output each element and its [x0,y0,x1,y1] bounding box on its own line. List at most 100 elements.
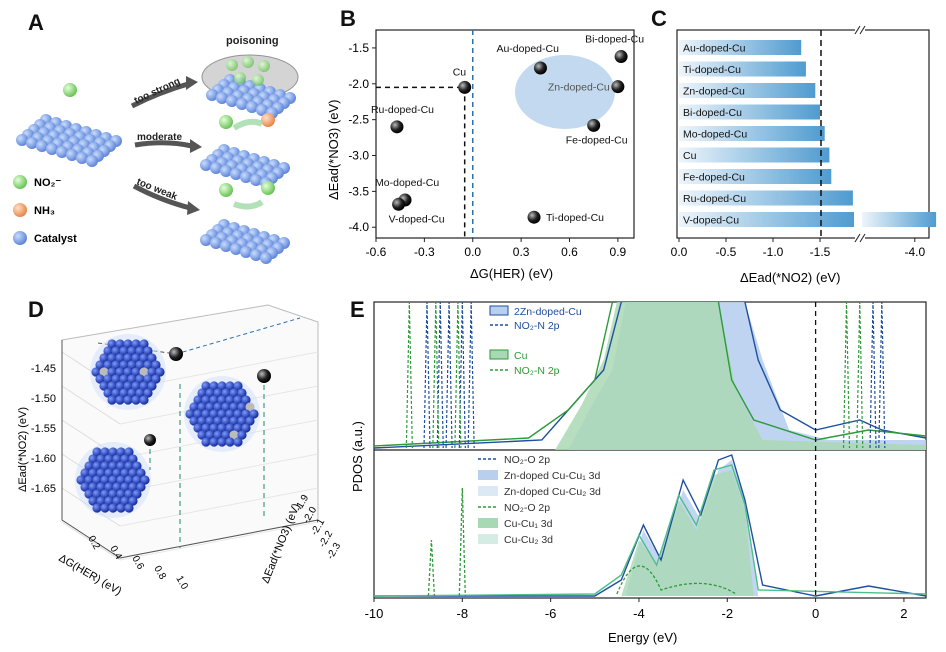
x-tick-label: -0.5 [716,245,737,259]
scatter-point [458,80,472,94]
cu-atom [111,360,121,370]
cu-atom [128,468,138,478]
zn-3d-line [374,454,927,597]
arrowhead-icon [186,76,198,90]
cu-atom [95,374,105,384]
cu-atom [108,489,118,499]
cu-atom [111,374,121,384]
cu-atom [136,482,146,492]
cu-atom [92,489,102,499]
cu-atom [96,454,106,464]
x-tick-label: -8 [457,606,469,621]
cu-atom [111,346,121,356]
legend-label: NO₂-O 2p [504,454,550,466]
cu-atom [147,381,157,391]
cu-band-fill [555,302,926,450]
point-label: Ti-doped-Cu [546,212,604,224]
legend-nh3-icon [13,203,27,217]
cu-atom [116,447,126,457]
cu-atom [143,360,153,370]
panel-d-chart: -1.45-1.50-1.55-1.60-1.650.20.40.60.81.0… [17,304,343,598]
cu-atom [209,437,219,447]
cu-atom [108,503,118,513]
cu-atom [143,388,153,398]
cu-atom [107,367,117,377]
cu-atom [209,423,219,433]
cu-atom [131,339,141,349]
cu-atom [205,388,215,398]
n2p-peak [869,301,877,449]
cu-atom [107,353,117,363]
cu-atom [112,482,122,492]
cu-atom [217,395,227,405]
cu-atom [139,381,149,391]
bar-label: Fe-doped-Cu [683,172,745,184]
catalyst-atom [220,165,232,177]
catalyst-atom [46,143,58,155]
x-tick-label: 0 [812,606,819,621]
cu-atom [103,346,113,356]
bottom-pdos [373,454,927,597]
legend-label: NO₂-N 2p [514,365,560,377]
cu-atom [209,409,219,419]
cu-atom [205,402,215,412]
cu-atom [103,388,113,398]
x-tick-label: -0.3 [414,245,435,259]
legend-no2-label: NO₂⁻ [34,177,61,189]
cu-atom [189,402,199,412]
data-point [169,347,183,361]
grid-line [119,521,319,561]
cu-atom [84,461,94,471]
point-label: Mo-doped-Cu [375,177,439,189]
n2p-peak [856,301,864,449]
catalyst-atom [86,155,98,167]
x-tick-label: -1.0 [763,245,784,259]
cu-atom [197,416,207,426]
y-tick-label: -3.5 [348,184,369,198]
catalyst-atom [240,246,252,258]
cu-atom [84,475,94,485]
cu-atom [124,461,134,471]
cu-atom [127,388,137,398]
no2-atom [219,115,233,129]
n2p-peak [405,301,413,449]
y-axis-label: PDOS (a.u.) [350,421,365,492]
cu-atom [225,395,235,405]
catalyst-atom [210,237,222,249]
cu-atom [233,395,243,405]
catalyst-atom [250,174,262,186]
cu-atom [99,381,109,391]
cu-atom [213,416,223,426]
cu-atom [107,339,117,349]
cu-atom [108,475,118,485]
cu-atom [115,339,125,349]
cu-atom [225,423,235,433]
cu-atom [128,454,138,464]
n2p-peak [436,301,444,449]
legend-catalyst-icon [13,231,27,245]
catalyst-atom [246,101,258,113]
cu-atom [217,423,227,433]
cu-atom [209,381,219,391]
legend-label: NO₂-N 2p [514,320,560,332]
cu-atom [123,353,133,363]
cu-atom [135,374,145,384]
grid-line [61,385,121,425]
x-tick-label: 0.3 [513,245,530,259]
no2-atom [63,83,77,97]
cu-atom [151,374,161,384]
legend-swatch [478,534,498,544]
y-tick-label: -2.0 [348,77,369,91]
cu-atom [104,454,114,464]
grid-line [61,521,121,561]
cu-atom [127,346,137,356]
axis-break-icon [854,25,866,243]
cu-atom [131,395,141,405]
bar [679,126,825,141]
bar [679,83,816,98]
n2p-peak [445,301,453,449]
cu-atom [147,367,157,377]
cu-atom [96,468,106,478]
cu-atom [108,447,118,457]
